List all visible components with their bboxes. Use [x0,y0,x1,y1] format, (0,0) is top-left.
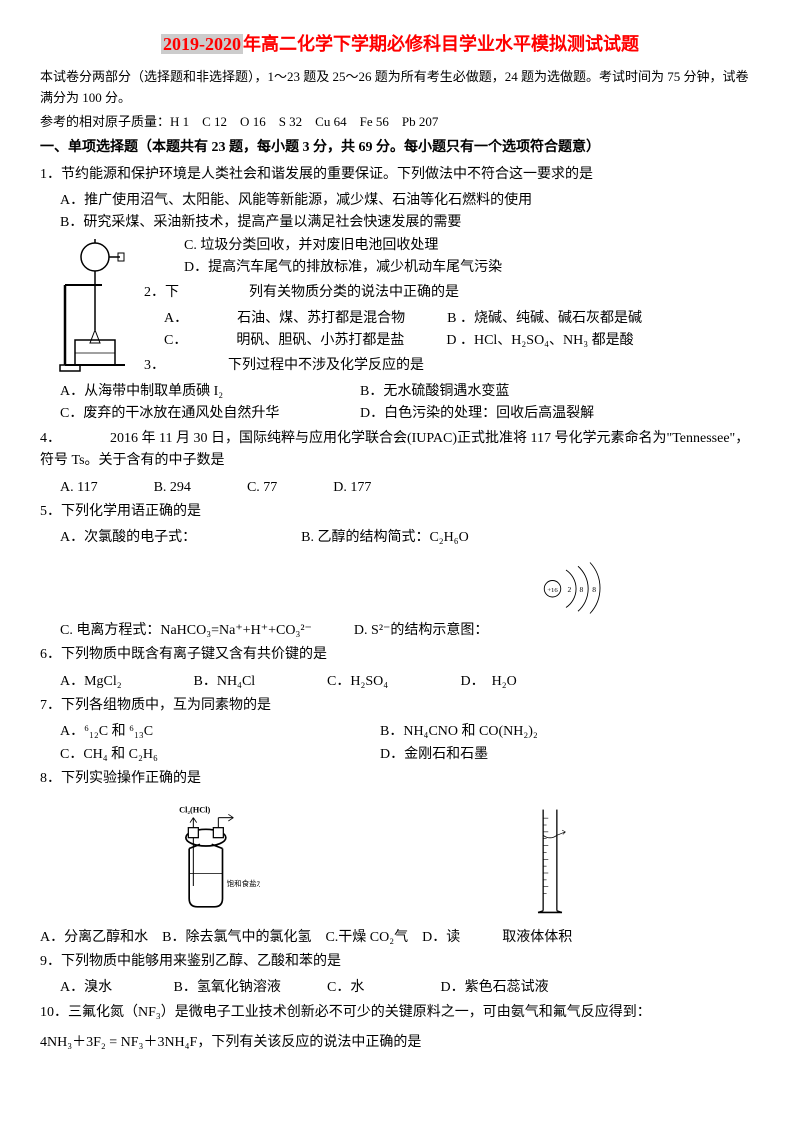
title-year: 2019-2020 [161,34,243,54]
question-1: 1．节约能源和保护环境是人类社会和谐发展的重要保证。下列做法中不符合这一要求的是 [40,164,760,186]
apparatus-diagram [40,235,140,375]
gas-washing-bottle-diagram: Cl₂(HCl) 饱和食盐水 [160,801,260,921]
q1-opt-a: A．推广使用沼气、太阳能、风能等新能源，减少煤、石油等化石燃料的使用 [60,190,760,212]
page-title: 2019-2020年高二化学下学期必修科目学业水平模拟测试试题 [40,30,760,59]
question-10: 10．三氟化氮（NF₃）是微电子工业技术创新必不可少的关键原料之一，可由氨气和氟… [40,1002,760,1024]
question-3: 3． 下列过程中不涉及化学反应的是 [144,355,760,377]
q7-row2: C．CH₄ 和 C₂H₆ D．金刚石和石墨 [60,744,760,766]
q1-opt-c: C. 垃圾分类回收，并对废旧电池回收处理 [184,235,760,257]
q1-opt-b: B．研究采煤、采油新技术，提高产量以满足社会快速发展的需要 [60,212,760,234]
question-7: 7．下列各组物质中，互为同素物的是 [40,695,760,717]
question-6: 6．下列物质中既含有离子键又含有共价键的是 [40,644,760,666]
question-2: 2．下 列有关物质分类的说法中正确的是 [144,282,760,304]
intro-line-2: 参考的相对原子质量：H 1 C 12 O 16 S 32 Cu 64 Fe 56… [40,112,760,133]
q2-row2: C． 明矾、胆矾、小苏打都是盐 D ．HCl、H₂SO₄、NH₃ 都是酸 [144,330,760,352]
q1-opt-d: D．提高汽车尾气的排放标准，减少机动车尾气污染 [184,257,760,279]
svg-text:+16: +16 [547,587,558,594]
q6-opts: A．MgCl₂ B．NH₄Cl C．H₂SO₄ D． H₂O [60,671,760,693]
svg-text:8: 8 [580,585,584,594]
q8-opts: A．分离乙醇和水 B．除去氯气中的氯化氢 C.干燥 CO₂气 D．读 取液体体积 [40,927,760,949]
svg-text:2: 2 [568,585,572,594]
q5-row2: C. 电离方程式：NaHCO₃=Na⁺+H⁺+CO₃²⁻ D. S²⁻的结构示意… [60,620,760,642]
intro-line-1: 本试卷分两部分（选择题和非选择题），1～23 题及 25～26 题为所有考生必做… [40,67,760,109]
q3-row1: A．从海带中制取单质碘 I₂ B．无水硫酸铜遇水变蓝 [60,381,760,403]
q2-row1: A． 石油、煤、苏打都是混合物 B ．烧碱、纯碱、碱石灰都是碱 [144,308,760,330]
q10-equation: 4NH₃＋3F₂ = NF₃＋3NH₄F，下列有关该反应的说法中正确的是 [40,1032,760,1054]
q4-opts: A. 117 B. 294 C. 77 D. 177 [60,477,760,499]
q9-opts: A．溴水 B．氢氧化钠溶液 C．水 D．紫色石蕊试液 [60,977,760,999]
svg-text:饱和食盐水: 饱和食盐水 [227,878,260,888]
svg-text:8: 8 [592,585,596,594]
question-9: 9．下列物质中能够用来鉴别乙醇、乙酸和苯的是 [40,951,760,973]
section-1-heading: 一、单项选择题（本题共有 23 题，每小题 3 分，共 69 分。每小题只有一个… [40,137,760,159]
measuring-cylinder-diagram [530,801,570,921]
question-5: 5．下列化学用语正确的是 [40,501,760,523]
q7-row1: A．⁶₁₂C 和 ⁶₁₃C B．NH₄CNO 和 CO(NH₂)₂ [60,721,760,743]
question-8: 8．下列实验操作正确的是 [40,768,760,790]
q3-row2: C．废弃的干冰放在通风处自然升华 D．白色污染的处理：回收后高温裂解 [60,403,760,425]
atom-structure-diagram: +16 2 8 8 [530,550,620,620]
q5-row1: A．次氯酸的电子式： B. 乙醇的结构简式：C₂H₆O [60,527,760,549]
title-text: 年高二化学下学期必修科目学业水平模拟测试试题 [243,34,639,54]
svg-text:Cl₂(HCl): Cl₂(HCl) [179,805,210,814]
question-4: 4． 2016 年 11 月 30 日，国际纯粹与应用化学联合会(IUPAC)正… [40,428,760,473]
